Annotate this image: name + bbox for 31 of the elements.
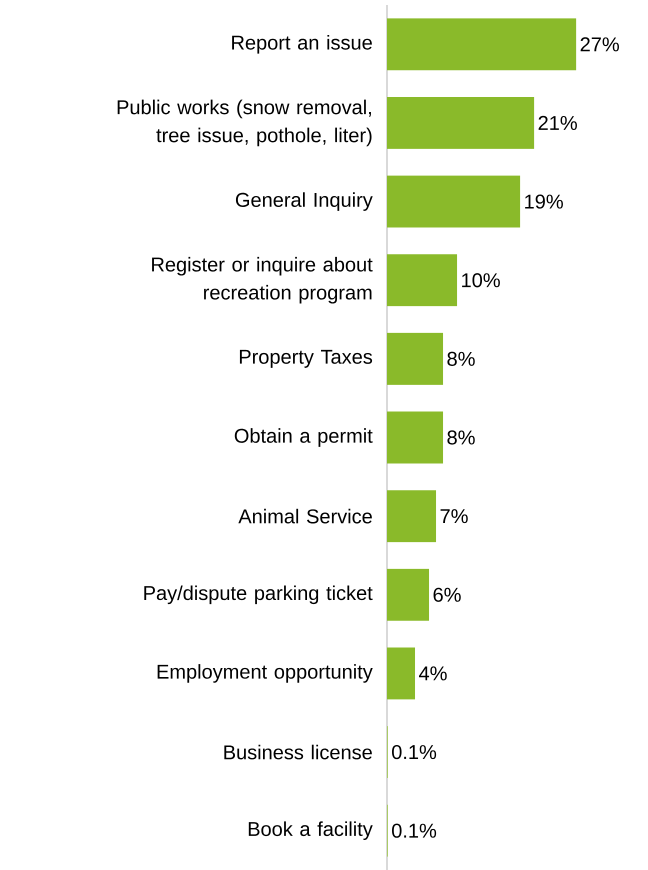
data-label: 8% — [447, 430, 475, 445]
bar — [387, 568, 430, 621]
bar — [387, 332, 444, 385]
y-tick-label: Animal Service — [238, 508, 372, 524]
bar — [387, 412, 444, 464]
data-label: 8% — [447, 352, 475, 366]
y-tick-label: Pay/dispute parking ticket — [144, 585, 373, 604]
bar — [387, 97, 534, 149]
y-tick-label: Employment opportunity — [158, 664, 373, 683]
bar — [387, 647, 416, 700]
bar — [387, 490, 436, 542]
data-label: 10% — [462, 273, 500, 288]
data-label: 27% — [580, 37, 619, 52]
bar — [387, 254, 458, 306]
y-tick-label: Report an issue — [232, 34, 372, 54]
bar — [387, 176, 520, 228]
y-tick-label: Obtain a permit — [234, 428, 373, 447]
data-label: 6% — [434, 588, 461, 602]
y-tick-label: Public works (snow removal, tree issue, pothole, liter) — [118, 100, 372, 146]
data-label: 4% — [418, 666, 447, 680]
y-tick-label: Property Taxes — [240, 350, 372, 368]
y-tick-label: General Inquiry — [236, 192, 373, 211]
data-label: 19% — [525, 194, 563, 209]
bar — [387, 18, 576, 70]
y-tick-label: Register or inquire about recreation program — [152, 256, 373, 304]
data-label: 21% — [538, 116, 577, 130]
data-label: 7% — [440, 509, 468, 524]
y-tick-label: Business license — [224, 744, 372, 760]
data-label: 0.1% — [392, 744, 436, 760]
data-label: 0.1% — [392, 824, 436, 838]
y-tick-label: Book a facility — [248, 821, 373, 840]
